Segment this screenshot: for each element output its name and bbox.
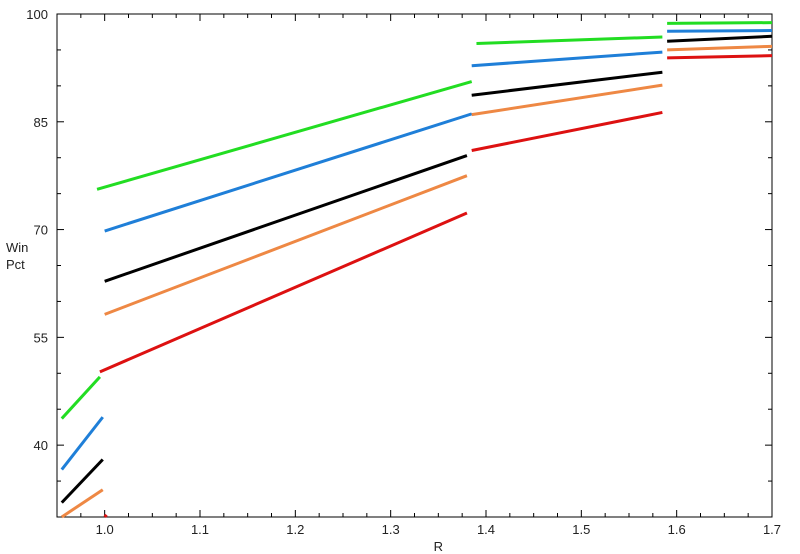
series-2-segment-1 xyxy=(104,154,468,283)
plot-series xyxy=(60,21,773,519)
y-axis-label-line-2: Pct xyxy=(6,257,25,272)
x-tick-label: 1.2 xyxy=(286,522,304,537)
x-tick-label: 1.3 xyxy=(382,522,400,537)
series-0-segment-2 xyxy=(476,35,663,45)
y-axis: 40 55 70 85 100 xyxy=(26,7,772,518)
x-axis-label: R xyxy=(434,539,443,554)
y-tick-label: 40 xyxy=(34,438,48,453)
x-axis: 1.0 1.1 1.2 1.3 1.4 1.5 1.6 1.7 xyxy=(56,14,781,537)
x-tick-label: 1.7 xyxy=(763,522,781,537)
series-4-segment-1 xyxy=(99,211,468,374)
series-0-segment-3 xyxy=(667,21,773,25)
series-3-segment-3 xyxy=(667,44,773,52)
x-tick-label: 1.4 xyxy=(477,522,495,537)
x-tick-label: 1.1 xyxy=(191,522,209,537)
x-tick-label: 1.5 xyxy=(572,522,590,537)
series-1-segment-3 xyxy=(667,29,773,33)
y-tick-label: 55 xyxy=(34,330,48,345)
y-tick-label: 100 xyxy=(26,7,48,22)
series-2-segment-3 xyxy=(667,34,773,43)
y-axis-label-line-1: Win xyxy=(6,240,28,255)
series-4-segment-0 xyxy=(103,513,108,518)
y-tick-label: 85 xyxy=(34,115,48,130)
series-0-segment-1 xyxy=(96,80,473,191)
series-3-segment-1 xyxy=(104,174,468,316)
series-3-segment-0 xyxy=(60,488,104,519)
x-tick-label: 1.6 xyxy=(668,522,686,537)
series-1-segment-0 xyxy=(60,416,104,471)
series-1-segment-1 xyxy=(104,112,473,233)
x-tick-label: 1.0 xyxy=(96,522,114,537)
y-tick-label: 70 xyxy=(34,223,48,238)
series-1-segment-2 xyxy=(471,50,663,68)
series-2-segment-0 xyxy=(60,458,104,504)
series-4-segment-2 xyxy=(471,110,663,152)
plot-frame xyxy=(56,13,773,518)
series-3-segment-2 xyxy=(471,83,663,117)
series-4-segment-3 xyxy=(667,54,773,60)
series-0-segment-0 xyxy=(60,375,102,420)
series-2-segment-2 xyxy=(471,70,663,97)
